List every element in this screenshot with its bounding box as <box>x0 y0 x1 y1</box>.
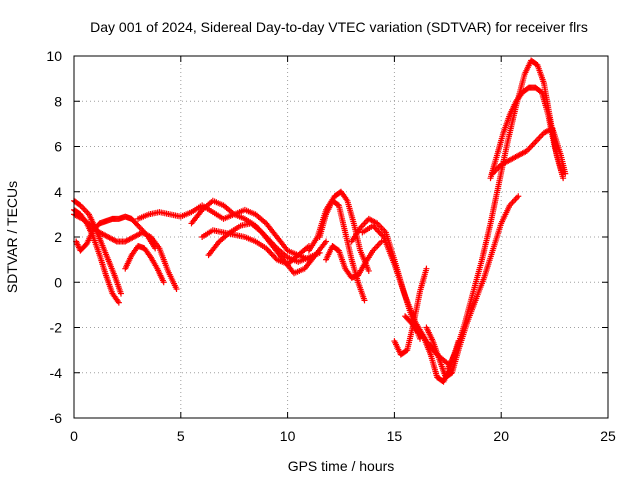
data-point-marker <box>560 175 567 182</box>
y-axis-label: SDTVAR / TECUs <box>4 181 20 293</box>
series-arc-9 <box>205 220 330 277</box>
series-arc-11 <box>316 197 368 304</box>
data-point-marker <box>515 193 522 200</box>
y-tick-label: 2 <box>54 229 62 245</box>
data-point-marker <box>562 170 569 177</box>
x-tick-label: 5 <box>177 428 185 444</box>
y-tick-label: -6 <box>50 410 63 426</box>
y-tick-label: -2 <box>50 320 63 336</box>
data-point-marker <box>173 286 180 293</box>
axis-ticks: 0 5 10 15 20 25 -6 -4 -2 0 2 4 6 8 10 <box>46 48 616 444</box>
y-tick-label: 8 <box>54 93 62 109</box>
data-point-marker <box>115 299 122 306</box>
series-arc-20 <box>489 125 569 177</box>
data-point-marker <box>361 297 368 304</box>
x-tick-label: 0 <box>70 428 78 444</box>
data-point-marker <box>423 265 430 272</box>
data-point-marker <box>323 238 330 245</box>
series-arc-12 <box>323 238 385 281</box>
y-tick-label: 4 <box>54 184 62 200</box>
data-point-marker <box>365 267 372 274</box>
data-point-marker <box>160 279 167 286</box>
x-tick-label: 25 <box>600 428 616 444</box>
x-tick-label: 20 <box>493 428 509 444</box>
y-tick-label: 10 <box>46 48 62 64</box>
x-tick-label: 10 <box>280 428 296 444</box>
chart-title: Day 001 of 2024, Sidereal Day-to-day VTE… <box>90 19 588 35</box>
series-arc-6 <box>135 202 312 263</box>
data-series <box>71 57 569 385</box>
x-tick-label: 15 <box>387 428 403 444</box>
series-arc-5 <box>122 243 167 286</box>
series-arc-1 <box>71 206 122 306</box>
series-arc-2 <box>71 197 124 297</box>
data-point-marker <box>117 290 124 297</box>
series-arc-4 <box>71 211 180 293</box>
series-arc-19 <box>487 84 565 182</box>
x-axis-label: GPS time / hours <box>288 458 395 474</box>
y-tick-label: -4 <box>50 365 63 381</box>
y-tick-label: 6 <box>54 139 62 155</box>
y-tick-label: 0 <box>54 274 62 290</box>
data-point-marker <box>378 238 385 245</box>
